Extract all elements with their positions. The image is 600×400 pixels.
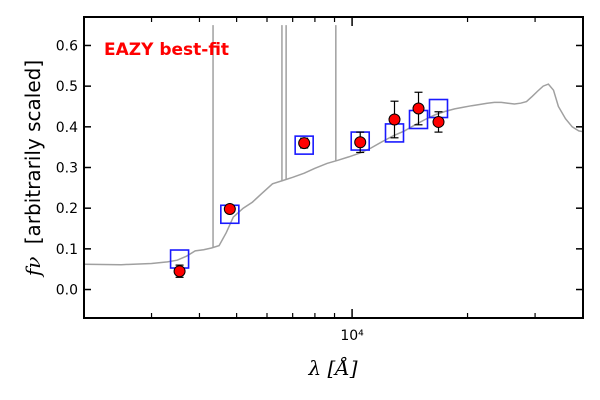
observed-flux-point (432, 115, 445, 128)
plot-frame (83, 16, 584, 319)
observed-flux-point (173, 265, 186, 278)
y-tick-label: 0.6 (56, 38, 78, 54)
y-tick-label: 0.3 (56, 161, 78, 177)
x-tick-label: 10⁴ (340, 328, 364, 344)
observed-flux-point (298, 137, 311, 150)
y-tick-label: 0.5 (56, 79, 78, 95)
chart-annotation: EAZY best-fit (104, 40, 229, 60)
observed-flux-point (354, 136, 367, 149)
y-tick-label: 0.2 (56, 201, 78, 217)
template-spectrum-line (83, 83, 584, 266)
y-tick-label: 0.0 (56, 283, 78, 299)
x-axis-label: λ [Å] (307, 355, 357, 380)
plot-area: 0.0 0.1 0.2 0.3 0.4 0.5 0.6 10⁴ (56, 16, 584, 344)
y-axis-label-text: [arbitrarily scaled] (21, 60, 45, 244)
y-axis-label: fν [arbitrarily scaled] (21, 60, 45, 278)
model-flux-box (294, 135, 314, 155)
svg-text:fν [arbitrarily scaled]: fν [arbitrarily scaled] (21, 60, 45, 278)
y-tick-label: 0.1 (56, 242, 78, 258)
y-tick-label: 0.4 (56, 120, 78, 136)
observed-flux-point (223, 202, 236, 215)
observed-flux-point (388, 113, 401, 126)
observed-flux-point (412, 102, 425, 115)
y-axis-label-symbol: fν (21, 257, 45, 279)
